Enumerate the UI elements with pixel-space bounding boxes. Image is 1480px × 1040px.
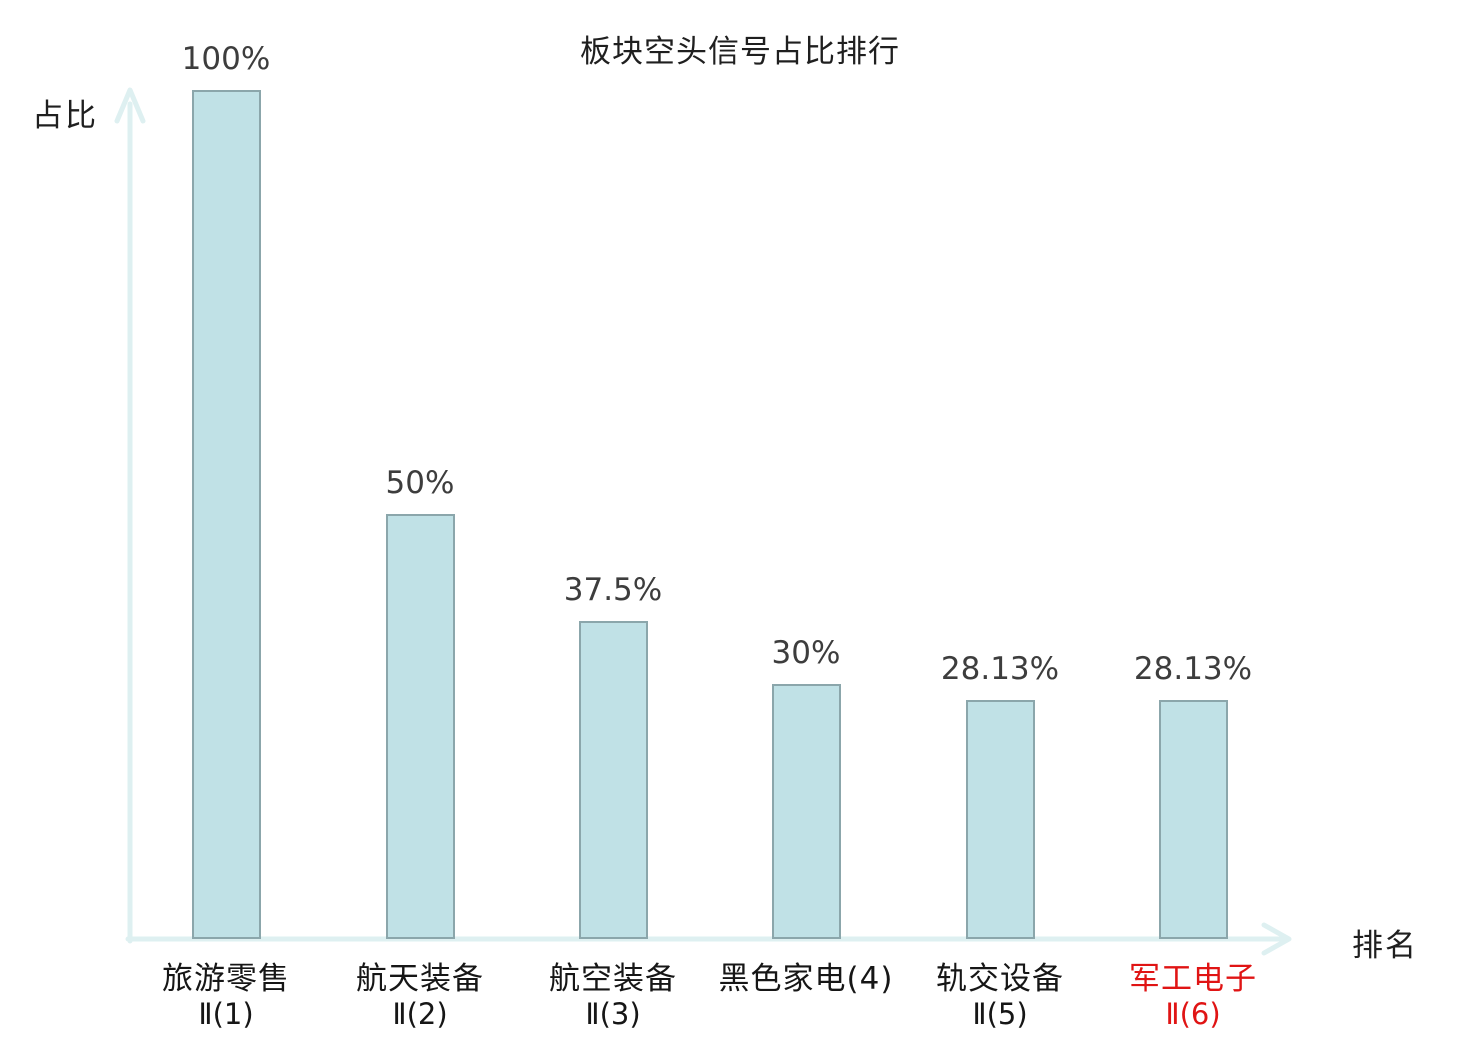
category-label-line2: Ⅱ(1) bbox=[198, 997, 254, 1031]
bar bbox=[191, 90, 261, 939]
category-label: 黑色家电(4) bbox=[676, 960, 936, 998]
bar bbox=[578, 621, 648, 939]
category-label-line1: 军工电子 bbox=[1129, 961, 1257, 997]
category-label: 航空装备 Ⅱ(3) bbox=[483, 960, 743, 1030]
category-label-line2: Ⅱ(6) bbox=[1165, 997, 1221, 1031]
x-axis-label: 排名 bbox=[1352, 928, 1418, 964]
category-label-line2: Ⅱ(3) bbox=[585, 997, 641, 1031]
category-label: 旅游零售 Ⅱ(1) bbox=[96, 960, 356, 1030]
x-axis-arrowhead bbox=[1261, 922, 1292, 956]
chart-title: 板块空头信号占比排行 bbox=[580, 34, 900, 70]
category-label-line1: 航天装备 bbox=[356, 961, 484, 997]
bar-value-label: 30% bbox=[771, 635, 841, 671]
category-label: 航天装备 Ⅱ(2) bbox=[290, 960, 550, 1030]
bar-value-label: 100% bbox=[181, 41, 271, 77]
category-label: 轨交设备 Ⅱ(5) bbox=[870, 960, 1130, 1030]
y-axis-arrowhead bbox=[114, 87, 146, 124]
bar bbox=[1158, 700, 1228, 939]
bar-value-label: 28.13% bbox=[940, 651, 1060, 687]
bar bbox=[965, 700, 1035, 939]
bar bbox=[771, 684, 841, 939]
bar-value-label: 37.5% bbox=[563, 572, 663, 608]
bar-value-label: 28.13% bbox=[1133, 651, 1253, 687]
bar-value-label: 50% bbox=[385, 465, 455, 501]
y-axis-label: 占比 bbox=[32, 98, 98, 134]
bar bbox=[385, 514, 455, 939]
category-label-line1: 轨交设备 bbox=[936, 961, 1064, 997]
category-label-line1: 黑色家电(4) bbox=[718, 961, 894, 997]
category-label: 军工电子 Ⅱ(6) bbox=[1063, 960, 1323, 1030]
category-label-line2: Ⅱ(2) bbox=[392, 997, 448, 1031]
category-label-line1: 旅游零售 bbox=[162, 961, 290, 997]
category-label-line2: Ⅱ(5) bbox=[972, 997, 1028, 1031]
category-label-line1: 航空装备 bbox=[549, 961, 677, 997]
